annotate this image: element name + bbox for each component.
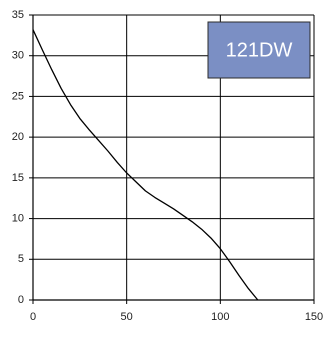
chart-axes	[32, 15, 314, 301]
x-tick-label: 150	[305, 311, 323, 323]
x-axis-ticks: 0 50 100 150	[30, 300, 323, 323]
y-tick-label: 35	[12, 9, 24, 21]
y-tick-label: 20	[12, 131, 24, 143]
y-tick-label: 30	[12, 50, 24, 62]
grid-lines	[33, 14, 315, 301]
x-tick-label: 0	[30, 311, 36, 323]
y-tick-label: 25	[12, 90, 24, 102]
series-layer	[32, 29, 259, 301]
y-tick-label: 15	[12, 172, 24, 184]
x-tick-label: 50	[121, 311, 133, 323]
y-tick-label: 10	[12, 212, 24, 224]
y-tick-label: 5	[18, 253, 24, 265]
model-badge-box	[207, 21, 311, 79]
y-axis-ticks: 0 5 10 15 20 25 30 35	[12, 9, 33, 306]
series-line	[32, 29, 259, 301]
model-badge-label: 121DW	[226, 39, 293, 61]
y-tick-label: 0	[18, 294, 24, 306]
model-badge: 121DW	[207, 21, 311, 79]
x-tick-label: 100	[211, 311, 229, 323]
